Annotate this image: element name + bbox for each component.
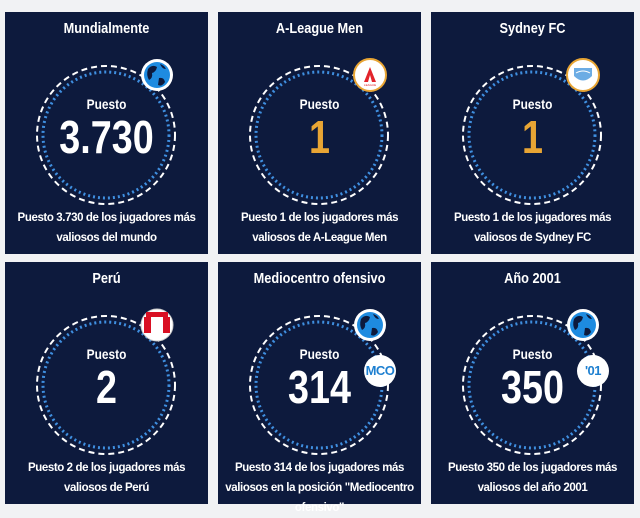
rank-value: 1 <box>309 111 330 163</box>
card-description: Puesto 2 de los jugadores más valiosos d… <box>27 462 186 494</box>
rank-label: Puesto <box>512 96 553 112</box>
card-title: Mediocentro ofensivo <box>253 270 386 287</box>
badge: MCO <box>364 355 396 387</box>
rank-ring <box>36 308 176 455</box>
rank-label: Puesto <box>299 96 340 112</box>
rank-ring: LEAGUE <box>249 58 389 205</box>
card-description: Puesto 350 de los jugadores más valiosos… <box>447 462 618 494</box>
card-description: Puesto 1 de los jugadores más valiosos d… <box>240 212 399 244</box>
rank-ring <box>462 58 602 205</box>
rank-value: 3.730 <box>59 111 154 163</box>
rank-label: Puesto <box>86 96 127 112</box>
rank-value: 350 <box>501 361 564 413</box>
rank-label: Puesto <box>86 346 127 362</box>
card: Mundialmente Puesto 3.730 Puesto 3.730 de l… <box>5 12 208 254</box>
card-description: Puesto 314 de los jugadores más valiosos… <box>225 462 414 514</box>
card-title: Año 2001 <box>504 270 561 287</box>
card-description: Puesto 3.730 de los jugadores más valios… <box>17 212 196 244</box>
rank-label: Puesto <box>299 346 340 362</box>
card: Mediocentro ofensivo Puesto 314 Puesto 314 … <box>218 262 421 514</box>
card-title: Sydney FC <box>499 20 566 37</box>
rank-value: 314 <box>288 361 351 413</box>
card-title: Perú <box>92 270 121 287</box>
badge: '01 <box>577 355 609 387</box>
card: LEAGUE A-League Men Puesto 1 Puesto 1 de los… <box>218 12 421 254</box>
card: Año 2001 Puesto 350 Puesto 350 de los jugad… <box>431 262 634 504</box>
card: Sydney FC Puesto 1 Puesto 1 de los jugadore… <box>431 12 634 254</box>
card-title: A-League Men <box>275 20 364 37</box>
rank-value: 2 <box>96 361 117 413</box>
card: Perú Puesto 2 Puesto 2 de los jugadores más… <box>5 262 208 504</box>
rank-ring <box>36 59 176 205</box>
rank-value: 1 <box>522 111 543 163</box>
card-description: Puesto 1 de los jugadores más valiosos d… <box>453 212 612 244</box>
svg-text:LEAGUE: LEAGUE <box>364 83 376 87</box>
rank-label: Puesto <box>512 346 553 362</box>
card-title: Mundialmente <box>63 20 150 37</box>
